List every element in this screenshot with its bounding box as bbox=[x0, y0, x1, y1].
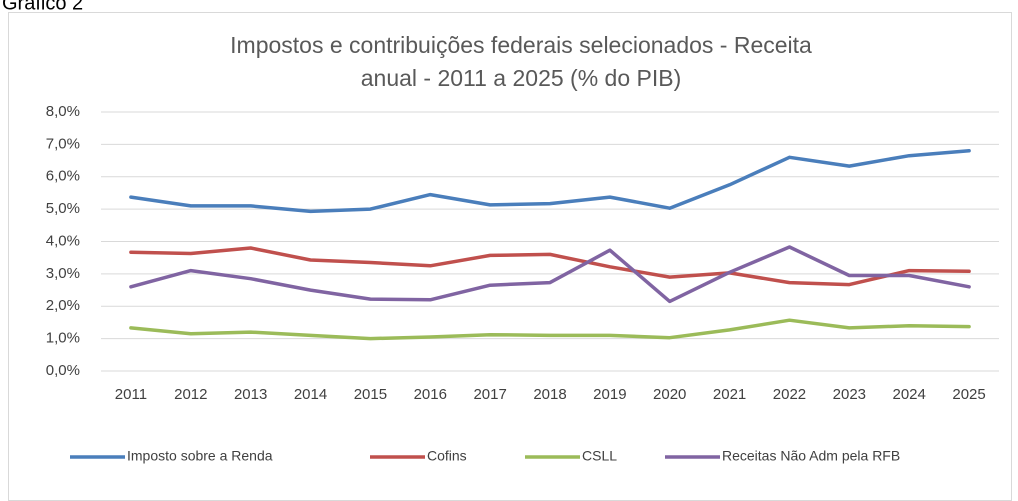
caption: Gráfico 2 bbox=[2, 0, 83, 14]
y-tick-label: 2,0% bbox=[46, 297, 80, 314]
x-tick-label: 2012 bbox=[174, 386, 207, 403]
legend-label: Imposto sobre a Renda bbox=[127, 448, 273, 464]
x-tick-label: 2022 bbox=[773, 386, 806, 403]
x-tick-label: 2013 bbox=[234, 386, 267, 403]
series-line bbox=[129, 245, 971, 304]
legend-label: CSLL bbox=[582, 448, 617, 464]
x-tick-label: 2014 bbox=[294, 386, 327, 403]
chart-title: anual - 2011 a 2025 (% do PIB) bbox=[361, 65, 682, 91]
x-tick-label: 2020 bbox=[653, 386, 686, 403]
series-line bbox=[129, 149, 971, 214]
x-tick-label: 2025 bbox=[952, 386, 985, 403]
y-tick-label: 7,0% bbox=[46, 135, 80, 152]
y-tick-label: 6,0% bbox=[46, 168, 80, 185]
y-tick-label: 3,0% bbox=[46, 265, 80, 282]
chart-title: Impostos e contribuições federais seleci… bbox=[230, 32, 812, 58]
series-line bbox=[129, 318, 971, 341]
x-tick-label: 2023 bbox=[833, 386, 866, 403]
legend-label: Receitas Não Adm pela RFB bbox=[722, 448, 900, 464]
x-tick-label: 2011 bbox=[115, 386, 147, 403]
y-tick-label: 8,0% bbox=[46, 103, 80, 120]
x-tick-label: 2019 bbox=[593, 386, 626, 403]
x-tick-label: 2021 bbox=[713, 386, 746, 403]
legend-label: Cofins bbox=[427, 448, 467, 464]
y-tick-label: 5,0% bbox=[46, 200, 80, 217]
y-tick-label: 0,0% bbox=[46, 362, 80, 379]
x-tick-label: 2017 bbox=[473, 386, 506, 403]
y-tick-label: 1,0% bbox=[46, 330, 80, 347]
x-tick-label: 2016 bbox=[414, 386, 447, 403]
x-tick-label: 2024 bbox=[893, 386, 926, 403]
series-line bbox=[129, 246, 971, 287]
x-tick-label: 2018 bbox=[533, 386, 566, 403]
x-tick-label: 2015 bbox=[354, 386, 387, 403]
y-tick-label: 4,0% bbox=[46, 232, 80, 249]
